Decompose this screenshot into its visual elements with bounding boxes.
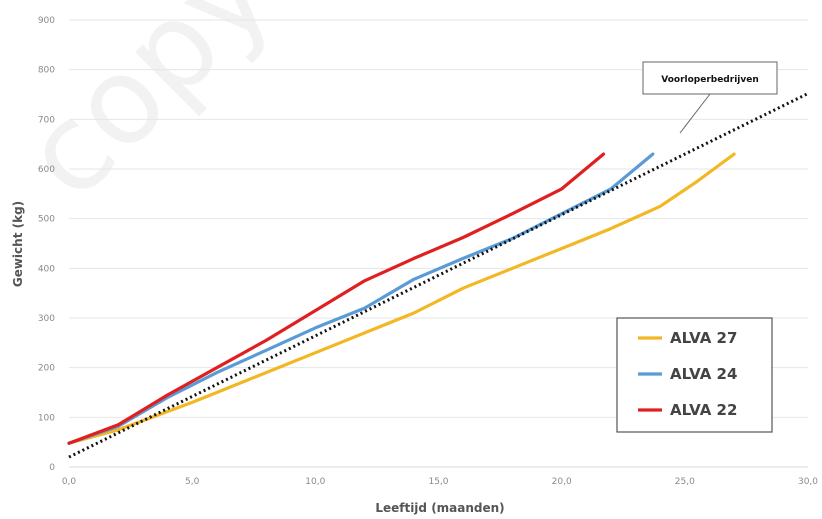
y-tick-label: 700	[38, 115, 55, 125]
gridlines	[69, 19, 808, 418]
legend-label: ALVA 22	[670, 401, 737, 419]
x-tick-label: 15,0	[428, 477, 448, 487]
x-axis-label: Leeftijd (maanden)	[375, 501, 504, 515]
x-axis-ticks: 0,0 5,0 10,0 15,0 20,0 25,0 30,0	[62, 477, 818, 487]
y-tick-label: 600	[38, 165, 55, 175]
y-tick-label: 900	[38, 16, 55, 26]
series-layer	[67, 152, 736, 445]
x-tick-label: 0,0	[62, 477, 77, 487]
y-tick-label: 0	[49, 463, 55, 473]
y-tick-label: 400	[38, 264, 55, 274]
x-tick-label: 20,0	[552, 477, 572, 487]
legend-label: ALVA 27	[670, 329, 737, 347]
series-line-alva-27	[67, 152, 736, 445]
y-axis-label: Gewicht (kg)	[11, 201, 25, 287]
legend-label: ALVA 24	[670, 365, 737, 383]
x-tick-label: 30,0	[798, 477, 818, 487]
annotation-text: Voorloperbedrijven	[661, 75, 759, 85]
y-tick-label: 200	[38, 364, 55, 374]
series-line-alva-22	[67, 152, 606, 445]
watermark: copy	[0, 0, 298, 225]
annotation-frame	[642, 61, 778, 95]
annotation-box: Voorloperbedrijven	[642, 61, 778, 134]
y-tick-label: 100	[38, 413, 55, 423]
x-tick-label: 5,0	[185, 477, 200, 487]
y-tick-label: 300	[38, 314, 55, 324]
y-axis-ticks: 0 100 200 300 400 500 600 700 800 900	[38, 16, 55, 473]
x-tick-label: 25,0	[675, 477, 695, 487]
annotation-pointer	[679, 93, 711, 134]
y-tick-label: 500	[38, 215, 55, 225]
y-tick-label: 800	[38, 66, 55, 76]
legend: ALVA 27 ALVA 24 ALVA 22	[616, 317, 773, 433]
reference-line-voorloperbedrijven	[68, 92, 809, 459]
x-tick-label: 10,0	[305, 477, 325, 487]
series-line-alva-24	[67, 152, 655, 445]
